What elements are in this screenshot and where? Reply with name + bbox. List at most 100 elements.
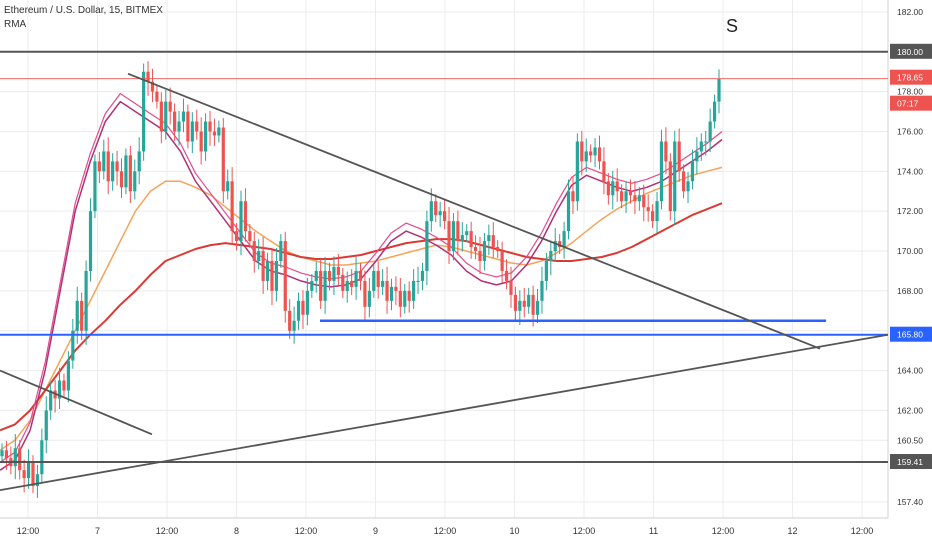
candle-body xyxy=(358,270,363,281)
x-tick-label: 9 xyxy=(373,526,378,536)
candle-body xyxy=(677,141,681,172)
candle-body xyxy=(668,161,672,212)
candle-body xyxy=(513,294,518,311)
candle-body xyxy=(363,280,367,307)
candle-body xyxy=(124,155,128,188)
candle-body xyxy=(690,161,695,182)
candle-body xyxy=(35,474,40,487)
candle-body xyxy=(451,221,456,252)
x-tick-label: 12:00 xyxy=(573,526,596,536)
candle-body xyxy=(549,251,553,261)
x-tick-label: 12:00 xyxy=(851,526,874,536)
price-badge-text: 165.80 xyxy=(897,330,923,340)
candle-body xyxy=(637,195,641,202)
candle-body xyxy=(664,141,668,162)
candle-body xyxy=(527,294,531,307)
descending-trendline xyxy=(127,72,821,350)
candle-body xyxy=(394,286,398,291)
candle-body xyxy=(75,300,79,331)
candle-body xyxy=(407,290,411,301)
candle-body xyxy=(13,448,17,467)
candle-body xyxy=(491,235,495,248)
candle-body xyxy=(217,127,221,136)
candle-body xyxy=(695,151,699,162)
candle-body xyxy=(681,171,686,192)
candle-body xyxy=(279,241,283,261)
candle-body xyxy=(473,247,478,252)
candle-body xyxy=(376,270,380,287)
candle-body xyxy=(102,151,106,172)
candle-body xyxy=(500,251,504,271)
candle-body xyxy=(146,71,150,82)
candle-body xyxy=(571,191,575,202)
candle-body xyxy=(412,280,416,301)
y-tick-label: 172.00 xyxy=(897,206,923,216)
candle-body xyxy=(288,310,292,331)
y-tick-label: 178.00 xyxy=(897,87,923,97)
price-badge-dark xyxy=(890,43,932,59)
candle-body xyxy=(699,141,703,152)
candle-body xyxy=(199,131,203,152)
candle-body xyxy=(465,231,469,236)
candle-body xyxy=(22,470,26,479)
candle-body xyxy=(186,111,190,142)
candle-body xyxy=(270,260,274,291)
candle-body xyxy=(651,211,655,222)
candle-body xyxy=(4,450,9,459)
x-tick-label: 11 xyxy=(649,526,658,536)
candle-body xyxy=(310,280,314,291)
candle-body xyxy=(0,450,4,457)
candle-body xyxy=(478,251,482,261)
candle-body xyxy=(296,300,301,321)
candle-body xyxy=(181,111,186,122)
candle-body xyxy=(57,380,62,399)
y-tick-label: 162.00 xyxy=(897,405,923,415)
candle-body xyxy=(274,260,279,291)
ascending-trendline xyxy=(0,333,889,491)
candle-body xyxy=(168,101,172,112)
price-badge-red xyxy=(890,69,932,85)
candle-body xyxy=(584,151,588,162)
candle-body xyxy=(447,221,451,252)
candle-body xyxy=(49,390,53,411)
candle-body xyxy=(566,191,571,232)
candle-body xyxy=(40,440,44,475)
candle-body xyxy=(305,290,309,315)
x-tick-label: 7 xyxy=(95,526,100,536)
y-tick-label: 174.00 xyxy=(897,166,923,176)
candle-body xyxy=(44,410,48,441)
candle-body xyxy=(389,286,394,301)
x-tick-label: 12:00 xyxy=(17,526,40,536)
y-tick-label: 168.00 xyxy=(897,286,923,296)
candle-body xyxy=(119,171,124,188)
y-tick-label: 170.00 xyxy=(897,246,923,256)
candle-body xyxy=(203,121,208,152)
y-tick-label: 182.00 xyxy=(897,7,923,17)
candle-body xyxy=(642,195,646,208)
candle-body xyxy=(606,181,610,196)
candle-body xyxy=(133,171,137,192)
candle-body xyxy=(717,78,721,102)
candle-body xyxy=(425,221,429,271)
candle-body xyxy=(155,91,159,102)
candle-body xyxy=(62,380,66,391)
candle-body xyxy=(26,462,31,479)
candle-body xyxy=(150,81,155,92)
symbol-title: Ethereum / U.S. Dollar, 15, BITMEX xyxy=(4,5,163,16)
candle-body xyxy=(115,161,119,172)
candle-body xyxy=(659,141,664,202)
candle-body xyxy=(593,147,597,156)
candle-body xyxy=(314,270,318,281)
candle-body xyxy=(226,181,230,192)
annotation-label: S xyxy=(726,16,738,36)
y-tick-label: 157.40 xyxy=(897,497,923,507)
candle-body xyxy=(708,121,712,142)
candle-body xyxy=(93,161,97,212)
candle-body xyxy=(580,141,584,162)
candle-body xyxy=(71,330,75,361)
candle-body xyxy=(336,266,340,275)
price-badge-text: 178.65 xyxy=(897,73,923,83)
candle-body xyxy=(230,181,234,232)
candle-body xyxy=(442,211,447,222)
